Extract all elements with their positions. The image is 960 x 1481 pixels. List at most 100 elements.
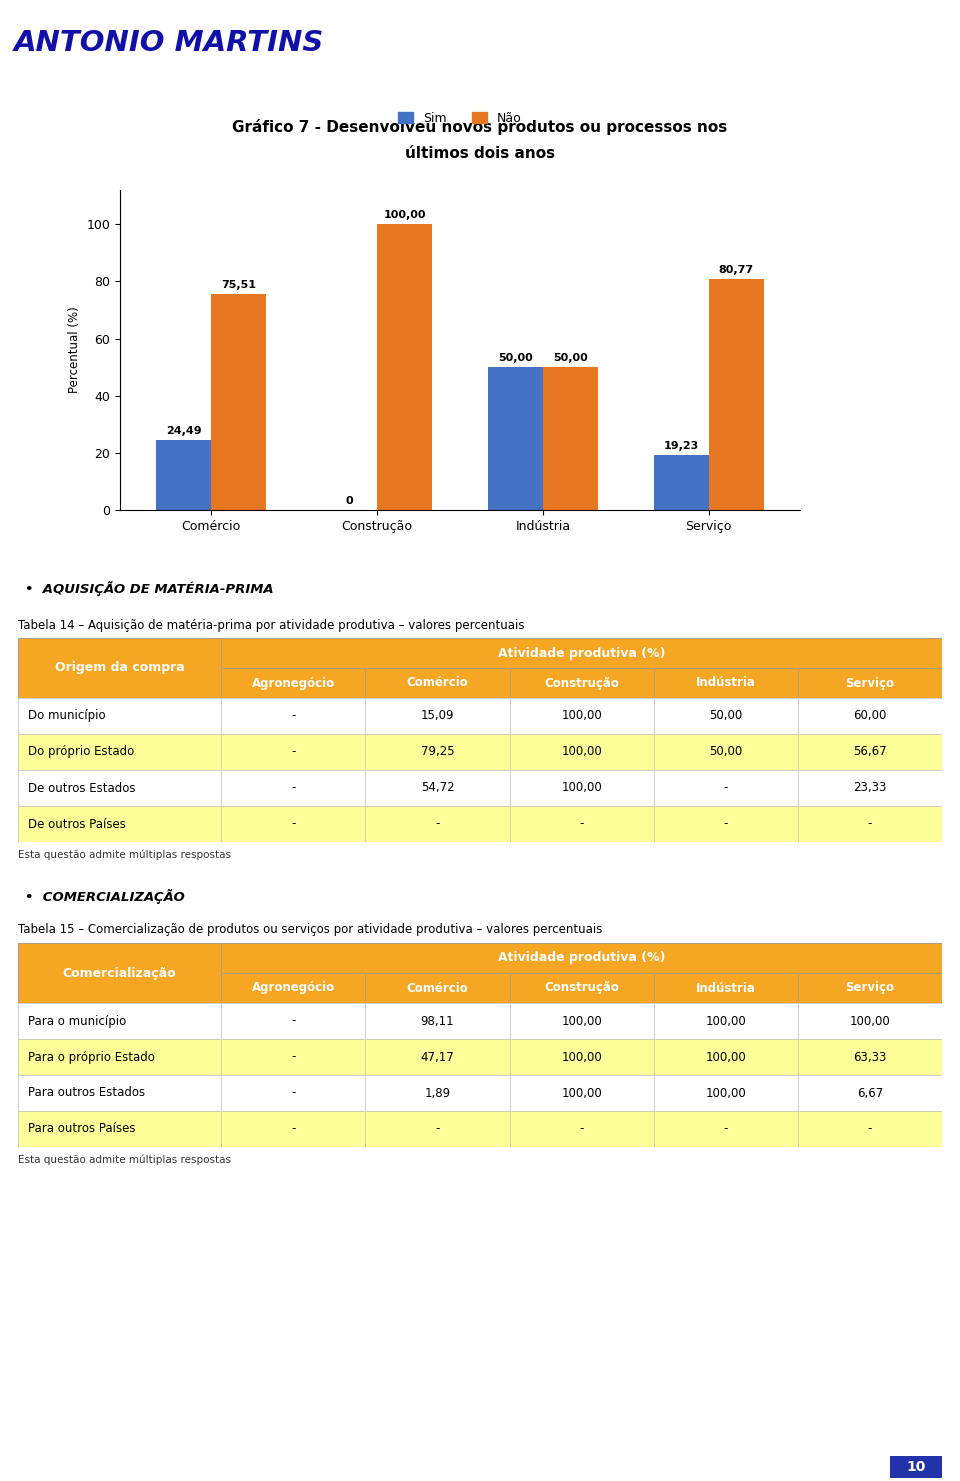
Text: Agronegócio: Agronegócio <box>252 982 335 995</box>
FancyBboxPatch shape <box>654 973 798 1003</box>
FancyBboxPatch shape <box>654 1040 798 1075</box>
Text: -: - <box>291 709 296 723</box>
Bar <box>377 224 432 509</box>
Text: 47,17: 47,17 <box>420 1050 454 1063</box>
Text: •  COMERCIALIZAÇÃO: • COMERCIALIZAÇÃO <box>25 889 184 903</box>
FancyBboxPatch shape <box>18 1111 221 1146</box>
Text: 100,00: 100,00 <box>562 1050 602 1063</box>
Text: -: - <box>291 1014 296 1028</box>
FancyBboxPatch shape <box>798 735 942 770</box>
FancyBboxPatch shape <box>510 1003 654 1040</box>
Bar <box>211 295 266 509</box>
Text: 100,00: 100,00 <box>850 1014 890 1028</box>
Text: 60,00: 60,00 <box>853 709 887 723</box>
Text: Comércio: Comércio <box>407 982 468 995</box>
Text: Atividade produtiva (%): Atividade produtiva (%) <box>498 951 665 964</box>
FancyBboxPatch shape <box>18 943 221 1003</box>
Text: 24,49: 24,49 <box>166 425 202 435</box>
Text: 75,51: 75,51 <box>221 280 256 290</box>
FancyBboxPatch shape <box>510 698 654 735</box>
Text: 63,33: 63,33 <box>853 1050 887 1063</box>
Text: 100,00: 100,00 <box>562 782 602 794</box>
Text: •  AQUISIÇÃO DE MATÉRIA-PRIMA: • AQUISIÇÃO DE MATÉRIA-PRIMA <box>25 581 274 595</box>
Text: Comércio: Comércio <box>407 677 468 690</box>
Text: 50,00: 50,00 <box>498 352 533 363</box>
Text: 0: 0 <box>346 496 353 505</box>
Text: Para outros Estados: Para outros Estados <box>28 1087 145 1099</box>
Text: -: - <box>868 818 872 831</box>
Text: 6,67: 6,67 <box>857 1087 883 1099</box>
Text: ANTONIO MARTINS: ANTONIO MARTINS <box>13 30 324 56</box>
FancyBboxPatch shape <box>366 1075 510 1111</box>
FancyBboxPatch shape <box>366 735 510 770</box>
Text: 79,25: 79,25 <box>420 745 454 758</box>
FancyBboxPatch shape <box>510 735 654 770</box>
Text: Do próprio Estado: Do próprio Estado <box>28 745 134 758</box>
FancyBboxPatch shape <box>221 770 366 806</box>
Y-axis label: Percentual (%): Percentual (%) <box>68 307 81 394</box>
FancyBboxPatch shape <box>798 770 942 806</box>
Text: De outros Estados: De outros Estados <box>28 782 135 794</box>
FancyBboxPatch shape <box>798 1003 942 1040</box>
Text: Tabela 15 – Comercialização de produtos ou serviços por atividade produtiva – va: Tabela 15 – Comercialização de produtos … <box>18 924 602 936</box>
FancyBboxPatch shape <box>366 973 510 1003</box>
Text: -: - <box>435 1123 440 1136</box>
Text: -: - <box>291 782 296 794</box>
FancyBboxPatch shape <box>18 770 221 806</box>
Text: -: - <box>580 1123 584 1136</box>
FancyBboxPatch shape <box>221 1111 366 1146</box>
Text: 100,00: 100,00 <box>706 1050 746 1063</box>
FancyBboxPatch shape <box>366 806 510 843</box>
Text: 15,09: 15,09 <box>420 709 454 723</box>
Text: 19,23: 19,23 <box>663 441 699 450</box>
FancyBboxPatch shape <box>366 770 510 806</box>
Bar <box>708 280 763 509</box>
FancyBboxPatch shape <box>798 668 942 698</box>
Text: Indústria: Indústria <box>696 677 756 690</box>
FancyBboxPatch shape <box>654 1111 798 1146</box>
Text: Origem da compra: Origem da compra <box>55 662 184 674</box>
FancyBboxPatch shape <box>510 770 654 806</box>
Bar <box>489 367 543 509</box>
Text: 100,00: 100,00 <box>562 745 602 758</box>
Text: -: - <box>724 818 728 831</box>
FancyBboxPatch shape <box>510 1075 654 1111</box>
Text: 50,00: 50,00 <box>709 709 742 723</box>
FancyBboxPatch shape <box>221 698 366 735</box>
Text: 100,00: 100,00 <box>562 709 602 723</box>
Text: 80,77: 80,77 <box>719 265 754 275</box>
Text: Construção: Construção <box>544 677 619 690</box>
FancyBboxPatch shape <box>798 1040 942 1075</box>
Text: 50,00: 50,00 <box>553 352 588 363</box>
FancyBboxPatch shape <box>18 1075 221 1111</box>
Text: Serviço: Serviço <box>846 982 895 995</box>
Text: Do município: Do município <box>28 709 106 723</box>
Text: -: - <box>435 818 440 831</box>
Text: -: - <box>724 1123 728 1136</box>
FancyBboxPatch shape <box>221 973 366 1003</box>
Text: Para o próprio Estado: Para o próprio Estado <box>28 1050 155 1063</box>
Text: Tabela 14 – Aquisição de matéria-prima por atividade produtiva – valores percent: Tabela 14 – Aquisição de matéria-prima p… <box>18 619 524 631</box>
FancyBboxPatch shape <box>18 735 221 770</box>
Text: Para outros Países: Para outros Países <box>28 1123 135 1136</box>
FancyBboxPatch shape <box>18 1040 221 1075</box>
FancyBboxPatch shape <box>654 806 798 843</box>
Text: 23,33: 23,33 <box>853 782 887 794</box>
FancyBboxPatch shape <box>366 1111 510 1146</box>
FancyBboxPatch shape <box>18 638 221 698</box>
FancyBboxPatch shape <box>221 943 942 973</box>
Text: Atividade produtiva (%): Atividade produtiva (%) <box>498 647 665 659</box>
FancyBboxPatch shape <box>798 1111 942 1146</box>
Text: 50,00: 50,00 <box>709 745 742 758</box>
Text: 100,00: 100,00 <box>562 1087 602 1099</box>
FancyBboxPatch shape <box>654 770 798 806</box>
Text: Serviço: Serviço <box>846 677 895 690</box>
FancyBboxPatch shape <box>18 698 221 735</box>
FancyBboxPatch shape <box>221 806 366 843</box>
Bar <box>156 440 211 509</box>
Text: -: - <box>291 1123 296 1136</box>
FancyBboxPatch shape <box>654 698 798 735</box>
FancyBboxPatch shape <box>510 806 654 843</box>
Text: -: - <box>868 1123 872 1136</box>
Text: 10: 10 <box>906 1460 925 1474</box>
